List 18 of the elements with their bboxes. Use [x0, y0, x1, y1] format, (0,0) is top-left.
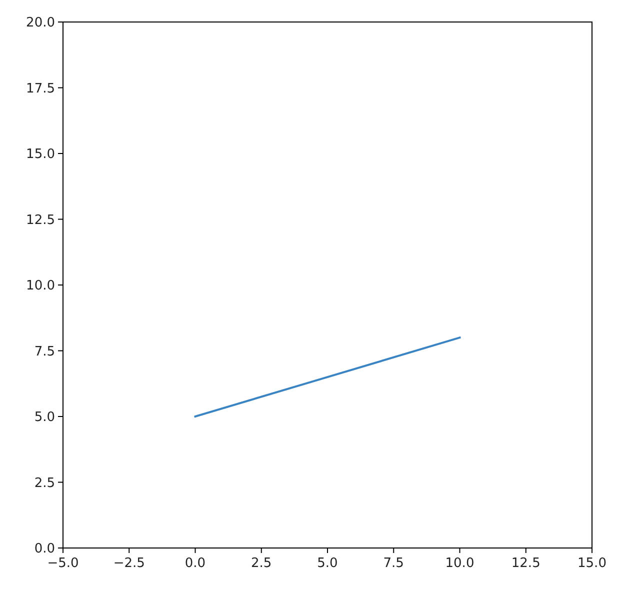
y-tick-label: 15.0 [26, 147, 55, 162]
y-tick-label: 5.0 [34, 410, 55, 426]
y-tick-label: 20.0 [26, 16, 55, 31]
x-tick-label: 12.5 [511, 556, 540, 571]
y-tick-label: 17.5 [26, 81, 55, 96]
x-tick-label: 7.5 [383, 556, 404, 571]
y-tick-label: 12.5 [26, 212, 55, 228]
y-tick-label: 7.5 [34, 344, 55, 360]
x-tick-label: 5.0 [317, 556, 338, 571]
x-tick-label: −5.0 [47, 556, 79, 571]
x-tick-label: 10.0 [445, 556, 474, 571]
y-tick-label: 0.0 [34, 542, 55, 557]
x-tick-label: 0.0 [184, 556, 206, 571]
x-tick-label: 15.0 [578, 556, 606, 571]
x-tick-label: 2.5 [251, 556, 272, 571]
x-tick-label: −2.5 [113, 556, 145, 571]
y-tick-label: 10.0 [26, 278, 55, 294]
y-tick-label: 2.5 [34, 476, 55, 491]
